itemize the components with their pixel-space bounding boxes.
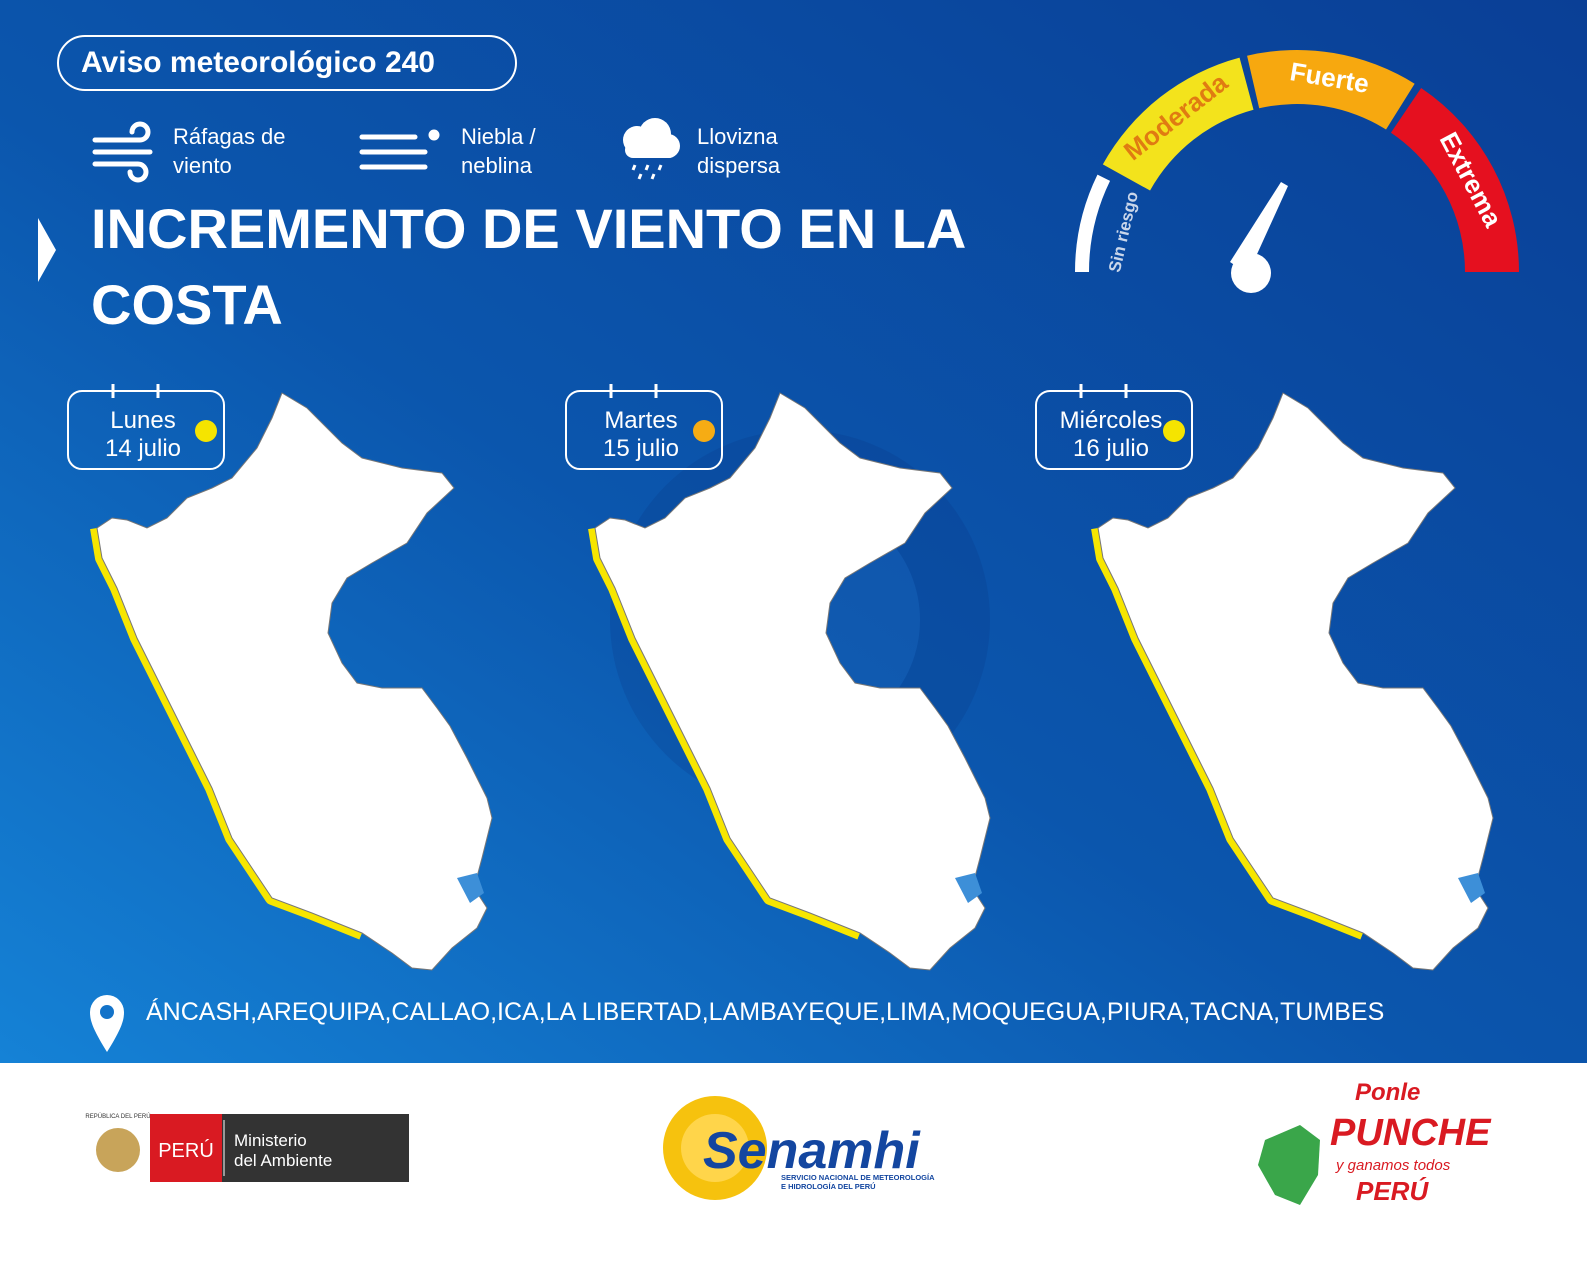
peru-icon: [1258, 1125, 1320, 1205]
campaign-main: PUNCHE: [1330, 1112, 1492, 1154]
hazard-label: dispersa: [697, 153, 781, 178]
day-date: 16 julio: [1073, 435, 1149, 462]
title-pill: [57, 35, 517, 91]
lake-titicaca: [457, 873, 484, 903]
senamhi-name: Senamhi: [703, 1122, 921, 1180]
ministry-line: del Ambiente: [234, 1151, 332, 1170]
minam-logo: REPÚBLICA DEL PERÚ PERÚ Ministerio del A…: [85, 1113, 409, 1182]
day-name: Lunes: [110, 407, 175, 434]
wind-icon: [92, 121, 153, 183]
lake-titicaca: [1458, 873, 1485, 903]
hazard-label: Niebla /: [461, 124, 536, 149]
day-date: 14 julio: [105, 435, 181, 462]
campaign-sub: y ganamos todos: [1335, 1157, 1451, 1174]
senamhi-full: E HIDROLOGÍA DEL PERÚ: [781, 1182, 876, 1191]
gauge-segment: [1390, 87, 1519, 272]
campaign-logo: Ponle PUNCHE y ganamos todos PERÚ: [1258, 1079, 1492, 1206]
date-box: [1035, 390, 1193, 470]
day-name: Miércoles: [1060, 407, 1163, 434]
senamhi-full: SERVICIO NACIONAL DE METEOROLOGÍA: [781, 1173, 935, 1182]
gauge-segment: [1102, 57, 1254, 191]
peru-map: [588, 392, 991, 971]
day-name: Martes: [604, 407, 677, 434]
risk-dot: [693, 420, 715, 442]
hazard-label: Ráfagas de: [173, 124, 286, 149]
campaign-top: Ponle: [1355, 1079, 1420, 1106]
date-box: [67, 390, 225, 470]
senamhi-logo: Senamhi SERVICIO NACIONAL DE METEOROLOGÍ…: [663, 1096, 935, 1200]
risk-dot: [195, 420, 217, 442]
day-date: 15 julio: [603, 435, 679, 462]
peru-map: [90, 392, 493, 971]
ministry-line: Ministerio: [234, 1131, 307, 1150]
campaign-country: PERÚ: [1356, 1176, 1429, 1206]
hazard-label: neblina: [461, 153, 533, 178]
location-pin: [90, 995, 124, 1052]
gauge-needle: [1230, 182, 1288, 293]
date-box: [565, 390, 723, 470]
headline-arrow: [38, 218, 56, 282]
country-label: PERÚ: [158, 1139, 214, 1162]
gauge-segment: [1075, 174, 1111, 272]
regions: ÁNCASH,AREQUIPA,CALLAO,ICA,LA LIBERTAD,L…: [146, 997, 1384, 1026]
gauge-segment: [1247, 49, 1415, 130]
hazard-label: viento: [173, 153, 232, 178]
coat-of-arms: [96, 1128, 140, 1172]
risk-dot: [1163, 420, 1185, 442]
drizzle-icon: [623, 118, 680, 180]
republic-label: REPÚBLICA DEL PERÚ: [85, 1113, 150, 1120]
title: Aviso meteorológico 240: [81, 46, 435, 79]
headline: INCREMENTO DE VIENTO EN LA COSTA: [91, 197, 966, 336]
fog-icon: [359, 129, 440, 170]
hazard-list: Ráfagas de viento Niebla / neblina Llovizna d…: [173, 124, 781, 178]
hazard-label: Llovizna: [697, 124, 778, 149]
peru-map: [1091, 392, 1494, 971]
lake-titicaca: [955, 873, 982, 903]
